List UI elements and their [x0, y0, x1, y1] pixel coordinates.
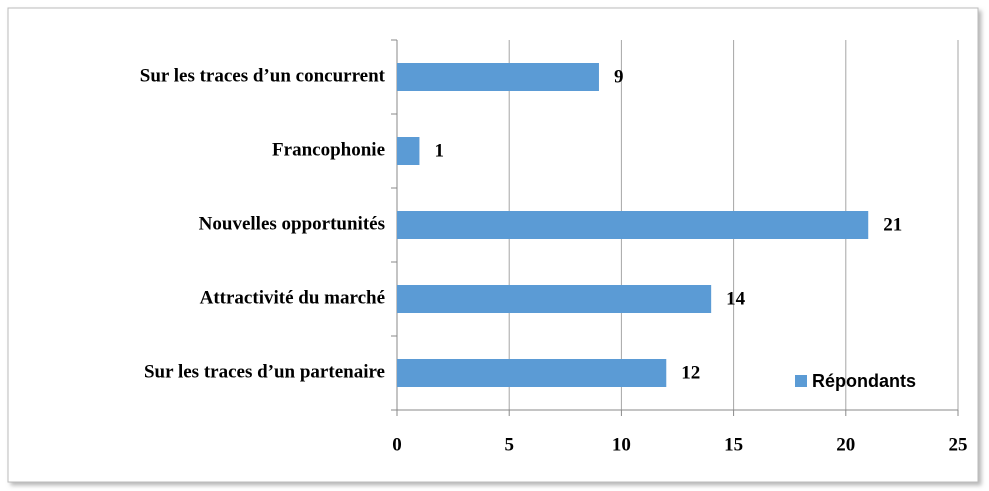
bar — [397, 63, 599, 91]
y-tick-label: Attractivité du marché — [200, 287, 385, 308]
x-tick-label: 25 — [949, 434, 968, 455]
data-label: 1 — [434, 140, 444, 161]
x-tick-label: 0 — [392, 434, 402, 455]
x-tick-label: 20 — [836, 434, 855, 455]
y-tick-label: Sur les traces d’un concurrent — [140, 65, 386, 86]
data-label: 12 — [681, 362, 700, 383]
bar — [397, 211, 869, 239]
x-tick-label: 5 — [504, 434, 514, 455]
data-label: 21 — [883, 214, 902, 235]
x-tick-label: 15 — [724, 434, 743, 455]
data-label: 9 — [614, 66, 624, 87]
legend-swatch — [795, 375, 807, 387]
bar — [397, 285, 712, 313]
y-tick-label: Francophonie — [272, 139, 385, 160]
x-tick-label: 10 — [612, 434, 631, 455]
data-label: 14 — [726, 288, 746, 309]
bar — [397, 359, 667, 387]
bar — [397, 137, 420, 165]
legend-label: Répondants — [812, 371, 916, 391]
y-tick-label: Sur les traces d’un partenaire — [144, 361, 385, 382]
y-tick-label: Nouvelles opportunités — [199, 213, 385, 234]
